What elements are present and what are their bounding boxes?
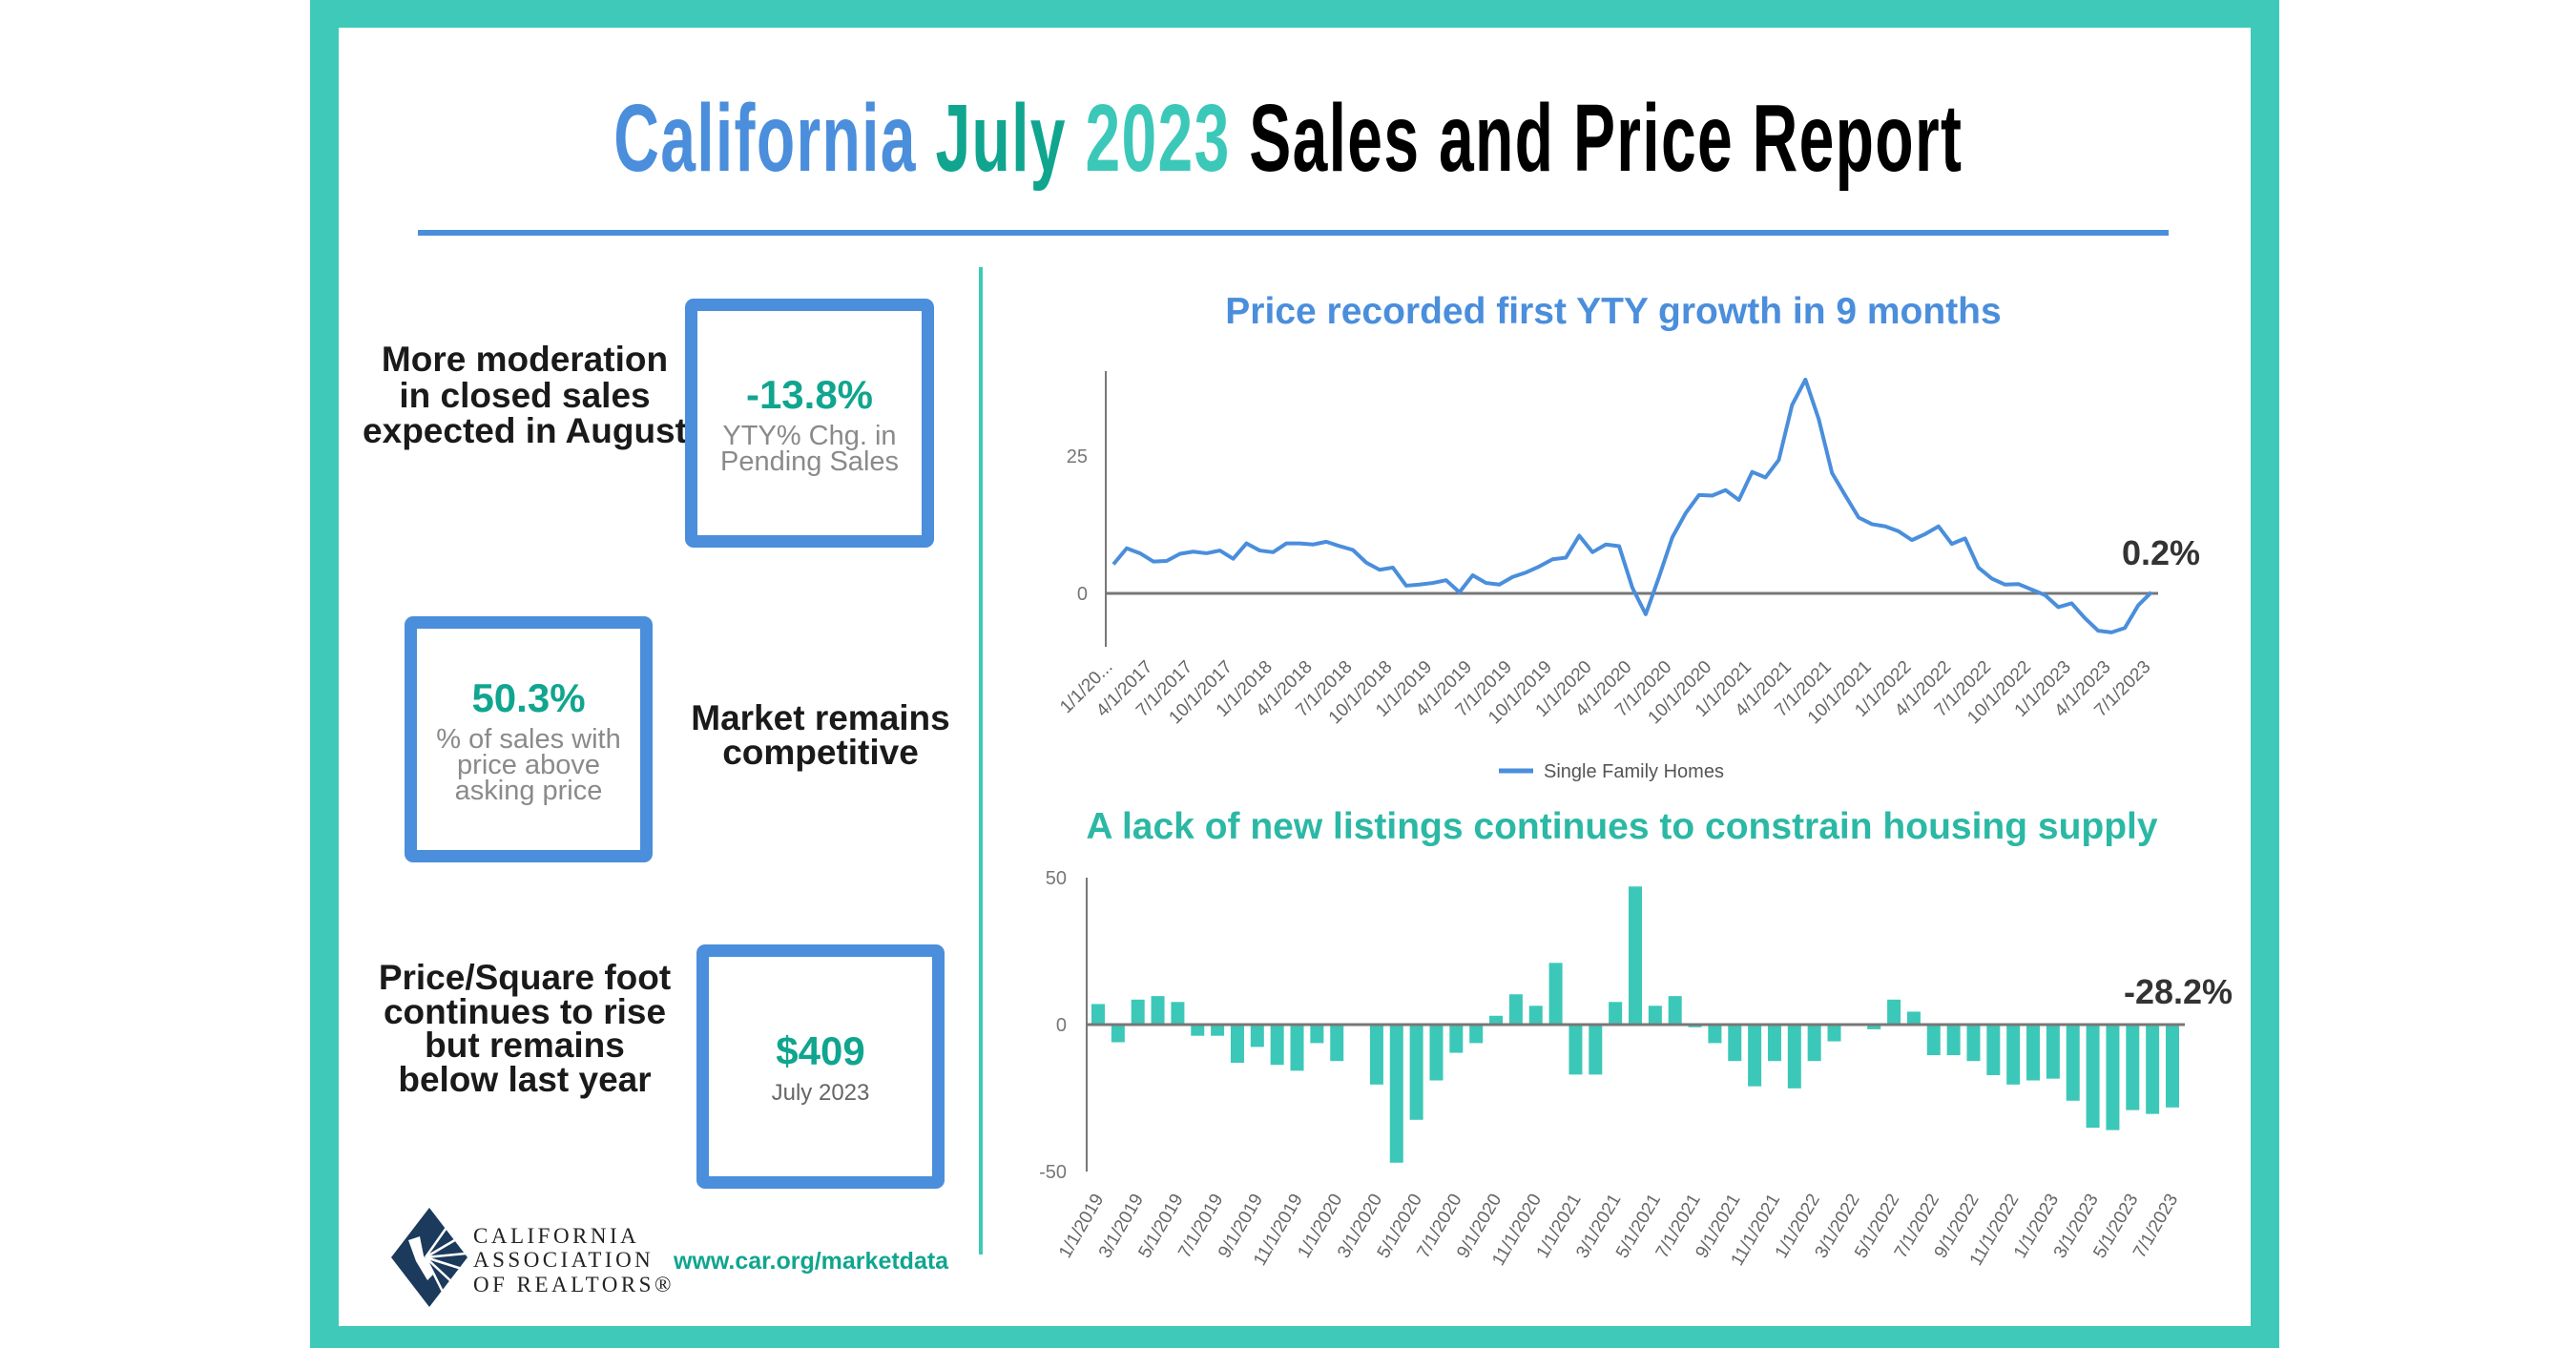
- bar: [1191, 1025, 1205, 1036]
- bar: [1648, 1006, 1662, 1025]
- car-logo-icon: [391, 1208, 467, 1307]
- pending-sales-value: -13.8%: [745, 371, 874, 417]
- bar: [1508, 994, 1523, 1025]
- bar: [1091, 1004, 1105, 1025]
- bar: [1589, 1025, 1603, 1075]
- bar: [1528, 1006, 1543, 1025]
- bar: [1986, 1025, 2001, 1075]
- bar: [1867, 1025, 1881, 1029]
- bar: [1807, 1025, 1821, 1062]
- bar: [1668, 996, 1682, 1025]
- bar-chart-annotation: -28.2%: [2124, 972, 2233, 1011]
- title-month: July: [935, 85, 1067, 192]
- line-chart-y-tick-label: 25: [1067, 446, 1088, 467]
- pending-sales-label: YTY% Chg. in Pending Sales: [719, 420, 900, 477]
- price-sqft-label: July 2023: [771, 1079, 870, 1106]
- bar: [1171, 1002, 1185, 1025]
- bar: [1629, 886, 1642, 1025]
- legend-label: Single Family Homes: [1544, 761, 1724, 782]
- market-caption: Market remains competitive: [691, 698, 950, 772]
- bar: [1946, 1025, 1961, 1056]
- bar-chart-y-tick-label: 50: [1046, 868, 1067, 889]
- bar: [2126, 1025, 2140, 1110]
- bar: [1409, 1025, 1423, 1120]
- bar: [1449, 1025, 1464, 1053]
- bar: [1887, 999, 1901, 1025]
- bar: [2046, 1025, 2060, 1079]
- bar-chart-y-tick-label: -50: [1039, 1162, 1067, 1183]
- bar: [1827, 1025, 1841, 1042]
- bar: [1310, 1025, 1324, 1044]
- market-data-link[interactable]: www.car.org/marketdata: [674, 1248, 949, 1275]
- bar: [1270, 1025, 1284, 1066]
- logo-text-line-2: ASSOCIATION: [473, 1248, 654, 1272]
- bar: [1230, 1025, 1244, 1064]
- price-sqft-value: $409: [776, 1027, 865, 1073]
- line-chart-y-tick-label: 0: [1077, 584, 1088, 605]
- bar-chart-y-tick-label: 0: [1056, 1015, 1067, 1036]
- bar: [2146, 1025, 2160, 1114]
- bar: [1389, 1025, 1403, 1163]
- bar: [1767, 1025, 1781, 1062]
- bar: [1151, 996, 1165, 1025]
- bar: [1966, 1025, 1981, 1062]
- bar: [1250, 1025, 1264, 1047]
- column-divider: [979, 267, 983, 1255]
- bar: [1728, 1025, 1742, 1062]
- bar: [1748, 1025, 1762, 1087]
- title-rest: Sales and Price Report: [1249, 85, 1963, 192]
- above-asking-label: % of sales with price above asking price: [436, 723, 621, 806]
- bar: [1429, 1025, 1444, 1081]
- bar: [2006, 1025, 2021, 1085]
- bar: [1290, 1025, 1304, 1071]
- bar: [1906, 1011, 1921, 1025]
- bar: [1369, 1025, 1383, 1085]
- bar: [1787, 1025, 1801, 1089]
- logo-text-line-3: OF REALTORS®: [473, 1273, 675, 1296]
- bar: [1609, 1002, 1623, 1025]
- price-sqft-caption: Price/Square foot continues to rise but …: [378, 958, 672, 1099]
- bar: [1548, 963, 1563, 1025]
- title-california: California: [613, 85, 917, 192]
- bar: [1330, 1025, 1344, 1062]
- bar: [1469, 1025, 1484, 1044]
- bar: [2086, 1025, 2100, 1129]
- title-divider: [418, 230, 2169, 236]
- bar: [1131, 999, 1145, 1025]
- bar: [1211, 1025, 1225, 1036]
- bar: [1568, 1025, 1583, 1075]
- line-chart-title: Price recorded first YTY growth in 9 mon…: [1225, 291, 2002, 332]
- bar: [1926, 1025, 1941, 1056]
- bar: [2106, 1025, 2120, 1130]
- bar: [1111, 1025, 1125, 1043]
- bar: [1489, 1015, 1504, 1025]
- page-title: California July 2023 Sales and Price Rep…: [0, 84, 2576, 194]
- above-asking-stat-box: 50.3% % of sales with price above asking…: [405, 616, 653, 862]
- above-asking-value: 50.3%: [471, 674, 586, 720]
- bar-chart-title: A lack of new listings continues to cons…: [1086, 806, 2158, 847]
- bar: [2166, 1025, 2179, 1108]
- line-chart-annotation: 0.2%: [2122, 533, 2200, 572]
- pending-sales-stat-box: -13.8% YTY% Chg. in Pending Sales: [685, 299, 934, 548]
- logo-text-line-1: CALIFORNIA: [473, 1224, 640, 1248]
- bar: [1708, 1025, 1722, 1044]
- pending-sales-caption: More moderation in closed sales expected…: [363, 340, 687, 450]
- title-year: 2023: [1085, 85, 1231, 192]
- bar: [2026, 1025, 2041, 1081]
- price-sqft-stat-box: $409 July 2023: [696, 944, 945, 1189]
- bar: [2066, 1025, 2080, 1101]
- content-panel: [339, 28, 2251, 1326]
